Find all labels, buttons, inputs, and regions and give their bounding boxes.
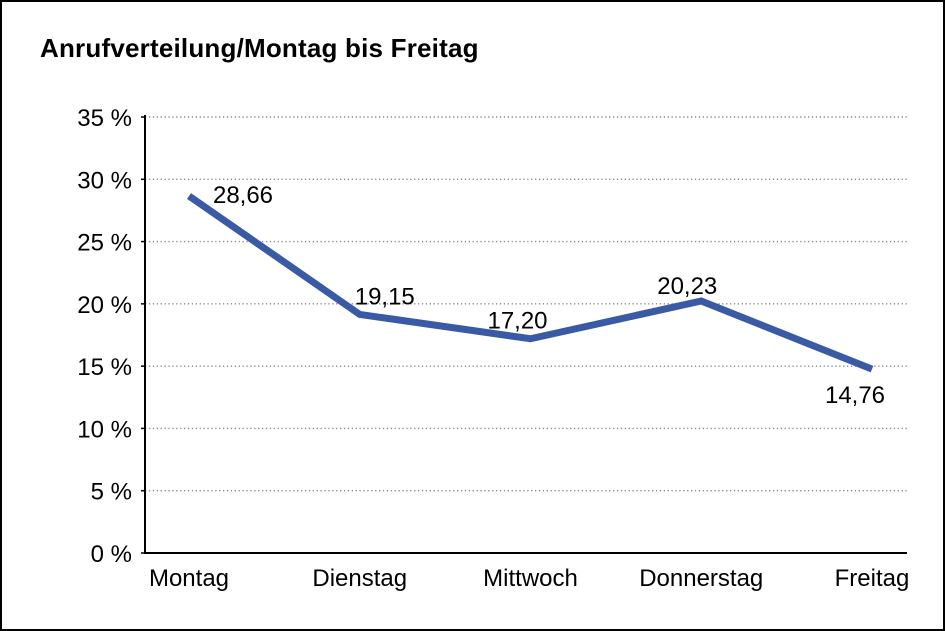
x-category-label: Montag: [149, 565, 229, 592]
x-category-label: Freitag: [835, 565, 910, 592]
y-tick-label: 30 %: [77, 167, 132, 194]
data-line: [187, 193, 874, 373]
value-label: 19,15: [355, 283, 415, 310]
gridlines: [145, 116, 907, 492]
x-category-label: Donnerstag: [639, 565, 763, 592]
y-tick-label: 15 %: [77, 354, 132, 381]
x-axis-labels: Montag Dienstag Mittwoch Donnerstag Freitag: [149, 565, 909, 592]
y-tick-label: 25 %: [77, 230, 132, 257]
value-labels: 28,66 19,15 17,20 20,23 14,76: [213, 182, 885, 409]
value-label: 14,76: [825, 382, 885, 409]
y-tick-label: 5 %: [91, 479, 132, 506]
x-category-label: Mittwoch: [483, 565, 578, 592]
value-label: 28,66: [213, 182, 273, 209]
y-tick-label: 10 %: [77, 416, 132, 443]
y-tick-label: 0 %: [91, 541, 132, 568]
data-series: [187, 193, 874, 373]
axes: [141, 115, 907, 554]
y-tick-label: 20 %: [77, 292, 132, 319]
value-label: 20,23: [657, 273, 717, 300]
y-axis-labels: 35 % 30 % 25 % 20 % 15 % 10 % 5 % 0 %: [77, 105, 132, 568]
chart-title: Anrufverteilung/Montag bis Freitag: [40, 33, 479, 63]
value-label: 17,20: [487, 308, 547, 335]
x-category-label: Dienstag: [312, 565, 407, 592]
y-tick-label: 35 %: [77, 105, 132, 132]
